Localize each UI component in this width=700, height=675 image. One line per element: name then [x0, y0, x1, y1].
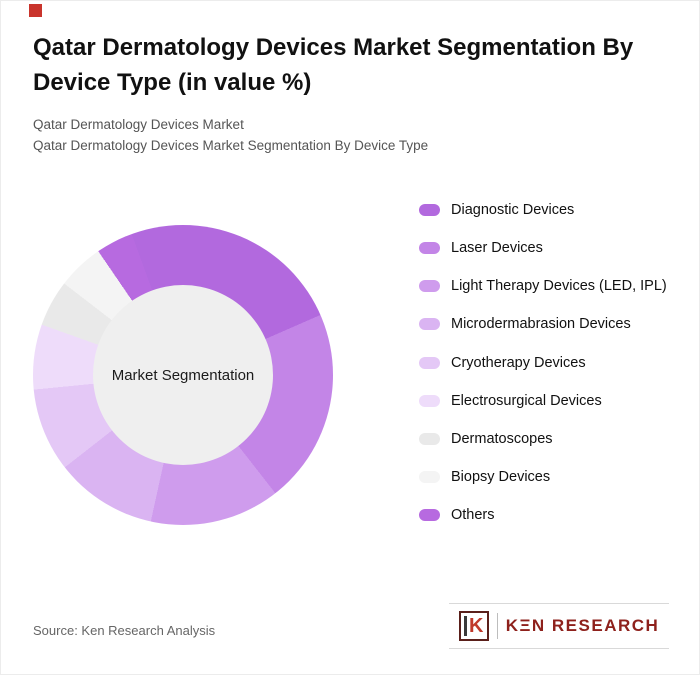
donut-center-label: Market Segmentation	[111, 366, 255, 384]
chart-legend: Diagnostic Devices Laser Devices Light T…	[419, 201, 675, 525]
legend-item-diagnostic-devices[interactable]: Diagnostic Devices	[419, 201, 675, 220]
legend-label: Others	[451, 507, 495, 523]
legend-swatch	[419, 204, 440, 216]
ken-research-logo-icon: K	[458, 611, 489, 641]
logo-icon-letter: K	[463, 616, 483, 636]
source-note: Source: Ken Research Analysis	[33, 623, 216, 638]
legend-swatch	[419, 470, 440, 483]
logo-divider	[496, 613, 498, 639]
legend-item-microdermabrasion-devices[interactable]: Microdermabrasion Devices	[419, 315, 675, 334]
ken-research-logo: K KΞN RESEARCH	[449, 603, 669, 649]
donut-chart[interactable]: Market Segmentation	[33, 225, 333, 525]
legend-item-cryotherapy-devices[interactable]: Cryotherapy Devices	[419, 354, 675, 373]
legend-swatch	[419, 509, 440, 521]
legend-swatch	[419, 318, 440, 331]
legend-swatch	[419, 356, 440, 369]
legend-item-electrosurgical-devices[interactable]: Electrosurgical Devices	[419, 392, 675, 411]
logo-wordmark: KΞN RESEARCH	[505, 616, 660, 635]
legend-swatch	[419, 280, 440, 293]
donut-center: Market Segmentation	[93, 285, 273, 465]
legend-label: Biopsy Devices	[451, 468, 551, 485]
page-title: Qatar Dermatology Devices Market Segment…	[33, 34, 634, 96]
chart-subtitle-segmentation: Qatar Dermatology Devices Market Segment…	[33, 138, 429, 153]
legend-item-laser-devices[interactable]: Laser Devices	[419, 239, 675, 258]
legend-item-others[interactable]: Others	[419, 506, 675, 525]
legend-swatch	[419, 432, 440, 445]
chart-subtitle-market: Qatar Dermatology Devices Market	[33, 117, 244, 132]
legend-label: Dermatoscopes	[451, 430, 553, 447]
legend-label: Laser Devices	[451, 240, 543, 257]
legend-label: Electrosurgical Devices	[451, 392, 602, 409]
corner-accent	[29, 4, 42, 17]
legend-label: Cryotherapy Devices	[451, 354, 586, 371]
legend-label: Microdermabrasion Devices	[451, 316, 631, 333]
legend-label: Light Therapy Devices (LED, IPL)	[451, 278, 667, 295]
legend-swatch	[419, 242, 440, 255]
legend-item-light-therapy-devices[interactable]: Light Therapy Devices (LED, IPL)	[419, 277, 675, 296]
legend-item-dermatoscopes[interactable]: Dermatoscopes	[419, 430, 675, 449]
legend-item-biopsy-devices[interactable]: Biopsy Devices	[419, 468, 675, 487]
legend-swatch	[419, 394, 440, 407]
legend-label: Diagnostic Devices	[451, 202, 575, 218]
